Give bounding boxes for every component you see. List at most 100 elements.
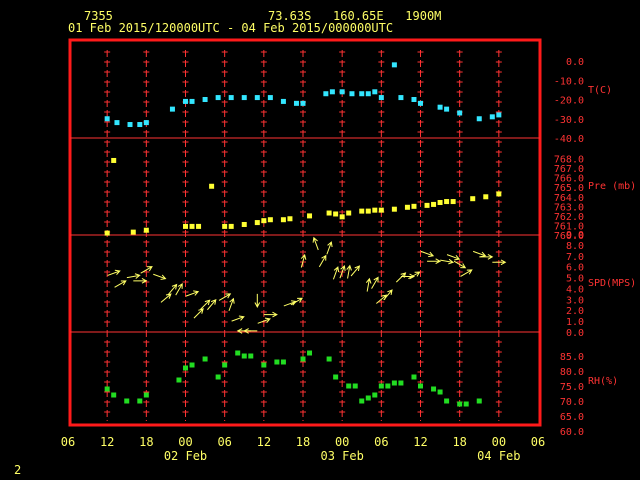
data-point-rh [137, 398, 143, 404]
y-tick-label: 5.0 [566, 274, 584, 285]
data-point-rh [431, 386, 437, 392]
data-point-temp [137, 122, 143, 128]
series-label-wind: SPD(MPS) [588, 278, 636, 289]
data-point-pressure [424, 202, 430, 208]
wind-arrow [200, 299, 211, 310]
data-point-temp [339, 89, 345, 95]
data-point-pressure [437, 200, 443, 206]
x-tick-label: 06 [61, 435, 75, 449]
wind-arrow [326, 241, 333, 255]
data-point-rh [378, 383, 384, 389]
y-tick-label: -10.0 [554, 76, 584, 87]
data-point-rh [365, 395, 371, 401]
data-point-pressure [287, 216, 293, 222]
data-point-rh [444, 398, 450, 404]
y-tick-label: -30.0 [554, 115, 584, 126]
wind-arrow [185, 290, 200, 297]
data-point-pressure [189, 223, 195, 229]
data-point-pressure [143, 227, 149, 233]
wind-arrow [228, 297, 235, 312]
data-point-temp [372, 89, 378, 95]
data-point-rh [352, 383, 358, 389]
wind-arrow [318, 254, 327, 268]
data-point-temp [183, 98, 188, 104]
data-point-rh [215, 374, 221, 380]
wind-arrow [479, 254, 494, 260]
y-tick-label: 6.0 [566, 263, 584, 274]
data-point-temp [169, 106, 175, 112]
series-label-pressure: Pre (mb) [588, 181, 636, 192]
data-point-temp [293, 100, 299, 106]
data-point-rh [437, 389, 443, 395]
wind-arrow [350, 265, 361, 277]
y-tick-label: 3.0 [566, 295, 584, 306]
x-tick-label: 18 [296, 435, 310, 449]
data-point-rh [235, 350, 241, 356]
x-tick-label: 06 [531, 435, 545, 449]
data-point-temp [437, 104, 443, 110]
data-point-temp [241, 95, 247, 101]
data-point-rh [261, 362, 267, 368]
data-point-rh [300, 356, 306, 362]
x-tick-label: 12 [413, 435, 427, 449]
wind-arrow [472, 250, 487, 258]
wind-arrow [290, 297, 304, 306]
data-point-pressure [431, 201, 437, 207]
data-point-temp [489, 114, 495, 120]
data-point-pressure [111, 157, 117, 163]
wind-arrow [300, 253, 307, 268]
wind-arrow [346, 264, 352, 279]
data-point-temp [391, 62, 397, 68]
y-tick-label: 2.0 [566, 306, 584, 317]
data-point-rh [280, 359, 286, 365]
y-tick-label: 9.0 [566, 230, 584, 241]
wind-arrow [167, 283, 178, 295]
y-tick-label: 761.0 [554, 221, 584, 232]
wind-arrow [193, 308, 204, 319]
y-tick-label: 75.0 [560, 382, 584, 393]
y-tick-label: 760.0 [554, 231, 584, 242]
data-point-pressure [372, 207, 378, 213]
y-tick-label: -40.0 [554, 134, 584, 145]
station-location: 73.63S 160.65E 1900M [268, 9, 442, 23]
data-point-temp [411, 97, 417, 102]
data-point-temp [496, 112, 502, 118]
data-point-pressure [391, 206, 397, 212]
data-point-rh [476, 398, 482, 404]
data-point-temp [143, 120, 149, 126]
time-period: 01 Feb 2015/120000UTC - 04 Feb 2015/0000… [68, 21, 394, 35]
data-point-temp [189, 98, 195, 104]
data-point-temp [127, 122, 133, 128]
data-point-temp [444, 106, 450, 112]
date-label: 02 Feb [164, 449, 207, 463]
wind-arrow [140, 266, 153, 274]
data-point-temp [349, 91, 355, 97]
data-point-rh [346, 383, 352, 389]
y-tick-label: 767.0 [554, 164, 584, 175]
data-point-temp [476, 116, 482, 122]
y-tick-label: -20.0 [554, 96, 584, 107]
wind-arrow [427, 258, 442, 265]
data-point-rh [189, 362, 195, 368]
wind-arrow [365, 277, 372, 292]
wind-arrow [332, 266, 340, 280]
y-tick-label: 85.0 [560, 352, 584, 363]
page-number: 2 [14, 463, 22, 477]
data-point-pressure [254, 220, 260, 226]
x-tick-label: 06 [374, 435, 388, 449]
data-point-pressure [359, 208, 365, 214]
data-point-pressure [222, 223, 228, 229]
data-point-rh [411, 374, 417, 380]
y-tick-label: 765.0 [554, 183, 584, 194]
data-point-rh [418, 383, 423, 389]
data-point-rh [326, 356, 332, 362]
data-point-pressure [196, 223, 202, 229]
y-tick-label: 762.0 [554, 212, 584, 223]
data-point-temp [398, 95, 404, 101]
data-point-temp [359, 91, 365, 97]
x-tick-label: 00 [492, 435, 506, 449]
y-tick-label: 60.0 [560, 427, 584, 438]
data-point-temp [254, 95, 260, 101]
data-point-rh [176, 377, 182, 383]
